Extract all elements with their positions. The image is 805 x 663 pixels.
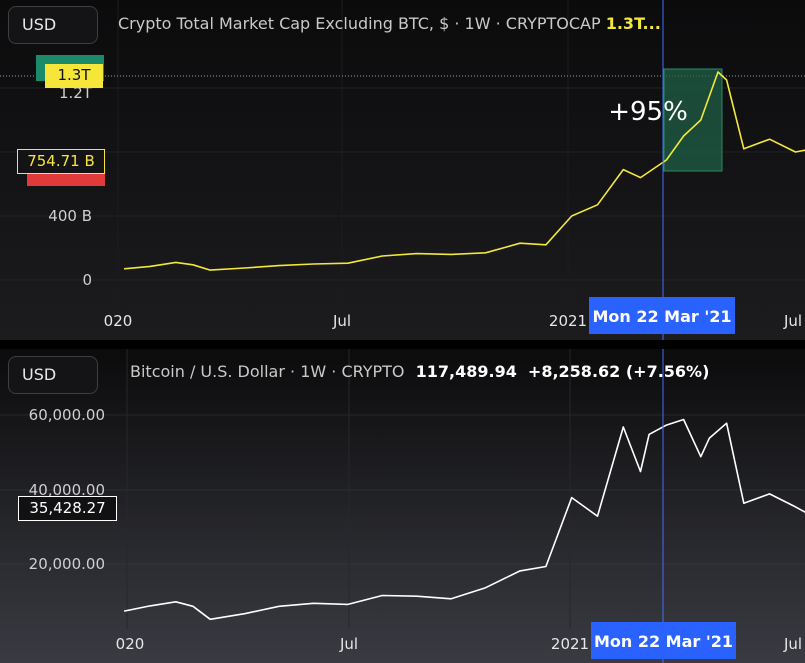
y-tick-1-2t: 1.2T [59,84,93,102]
top-legend[interactable]: Crypto Total Market Cap Excluding BTC, $… [118,14,661,33]
y-tick-40000: 40,000.00 [29,481,105,499]
percent-change-annotation: +95% [608,97,688,127]
top-chart-pane[interactable]: 400 B 0 1.2T +95% 020 Jul 2021 Jul USD C… [0,0,805,340]
bottom-series-layer [123,418,805,621]
legend-change: +8,258.62 (+7.56%) [527,362,710,381]
top-series-line [124,71,805,271]
pane-divider[interactable] [0,340,805,349]
legend-title: Bitcoin / U.S. Dollar · 1W · CRYPTO [130,362,405,381]
x-tick-jul-2020: Jul [339,635,358,653]
top-series-layer [124,71,805,271]
x-tick-jul-2021: Jul [783,312,802,330]
x-tick-jul-2021: Jul [783,635,802,653]
crosshair-price-tag: 35,428.27 [18,496,117,521]
y-tick-60000: 60,000.00 [29,406,105,424]
x-tick-2021: 2021 [551,635,589,653]
legend-price: 117,489.94 [415,362,517,381]
bottom-series-line [123,418,805,621]
top-chart-svg: 400 B 0 1.2T +95% 020 Jul 2021 Jul [0,0,805,340]
y-tick-400b: 400 B [48,207,92,225]
x-tick-jul-2020: Jul [332,312,351,330]
y-tick-20000: 20,000.00 [29,555,105,573]
bottom-chart-pane[interactable]: 60,000.00 40,000.00 20,000.00 020 Jul 20… [0,349,805,663]
crosshair-price-tag: 754.71 B [17,149,105,174]
legend-title: Crypto Total Market Cap Excluding BTC, $… [118,14,601,33]
bottom-legend[interactable]: Bitcoin / U.S. Dollar · 1W · CRYPTO 117,… [130,362,709,381]
x-tick-2020: 020 [104,312,133,330]
last-price-tag: 1.3T [45,64,103,88]
currency-button[interactable]: USD [8,356,98,394]
legend-value: 1.3T... [605,14,661,33]
crosshair-date-tag: Mon 22 Mar '21 [591,622,736,659]
bottom-gridlines [0,349,805,629]
crosshair-date-tag: Mon 22 Mar '21 [589,297,735,334]
x-tick-2021: 2021 [549,312,587,330]
bottom-chart-svg: 60,000.00 40,000.00 20,000.00 020 Jul 20… [0,349,805,663]
x-tick-2020: 020 [116,635,145,653]
currency-button[interactable]: USD [8,6,98,44]
y-tick-0: 0 [82,271,92,289]
